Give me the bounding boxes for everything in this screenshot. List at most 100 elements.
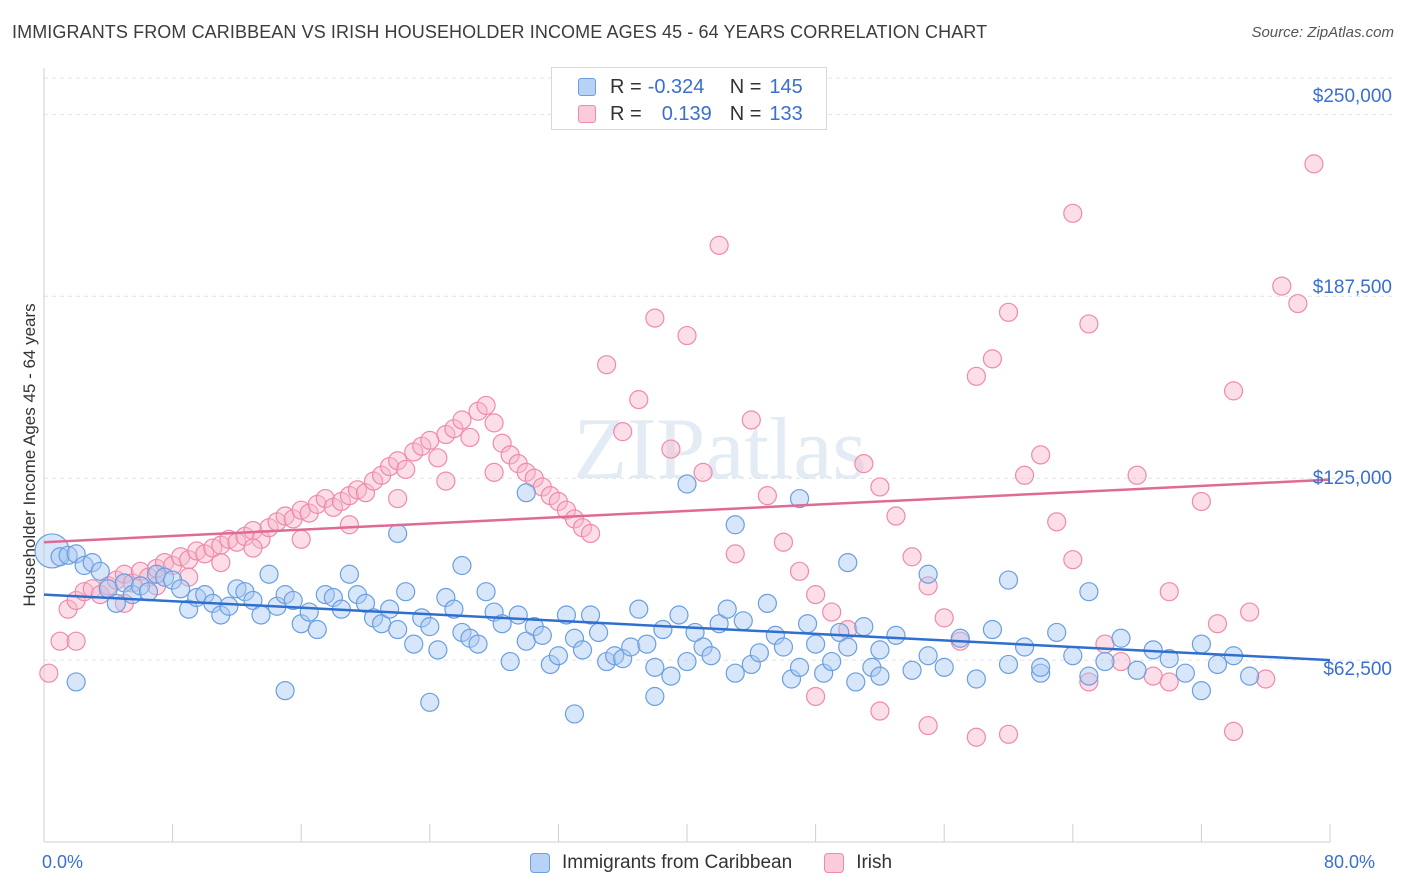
caribbean-point (846, 672, 866, 692)
irish-point (693, 462, 713, 482)
irish-point (757, 486, 777, 506)
irish-point (805, 686, 826, 707)
irish-point (1159, 582, 1179, 602)
irish-point (1207, 614, 1228, 634)
caribbean-point (1063, 646, 1083, 666)
irish-swatch (578, 105, 596, 123)
caribbean-point (1031, 663, 1051, 683)
irish-point (1159, 672, 1179, 692)
r-label: R = (610, 75, 642, 98)
caribbean-point (564, 704, 585, 724)
irish-point (661, 439, 681, 459)
caribbean-point (90, 561, 110, 581)
irish-point (476, 395, 496, 416)
irish-point (597, 355, 617, 375)
caribbean-point (50, 547, 70, 567)
irish-point (1127, 465, 1147, 485)
irish-point (50, 631, 70, 651)
caribbean-point (259, 564, 279, 584)
caribbean-point (355, 593, 376, 613)
caribbean-point (838, 637, 858, 657)
caribbean-point (822, 651, 842, 672)
caribbean-point (1240, 666, 1260, 686)
caribbean-point (532, 625, 552, 645)
caribbean-point (757, 593, 777, 613)
caribbean-point (452, 555, 472, 576)
irish-point (1304, 154, 1324, 174)
irish-point (677, 325, 697, 346)
caribbean-point (982, 619, 1003, 640)
n-value-irish: 133 (769, 102, 803, 125)
caribbean-point (1111, 628, 1131, 648)
caribbean-point (219, 596, 239, 616)
irish-point (1031, 445, 1051, 465)
caribbean-point (420, 692, 440, 712)
caribbean-point (733, 611, 753, 631)
irish-point (966, 727, 986, 747)
correlation-legend: R = -0.324 N = 145 R = 0.139 N = 133 (551, 67, 827, 130)
irish-point (39, 663, 59, 683)
caribbean-point (251, 605, 271, 625)
legend-label-caribbean: Immigrants from Caribbean (562, 852, 793, 873)
caribbean-point (789, 657, 810, 677)
chart-source: Source: ZipAtlas.com (1251, 24, 1394, 41)
irish-point (452, 410, 472, 430)
irish-point (934, 608, 954, 628)
caribbean-point (918, 646, 938, 666)
caribbean-point (1014, 637, 1035, 657)
caribbean-point (830, 622, 850, 643)
caribbean-points (34, 474, 1260, 724)
irish-point (396, 459, 416, 480)
caribbean-point (677, 651, 697, 672)
irish-point (211, 552, 231, 573)
caribbean-point (428, 640, 448, 660)
caribbean-point (572, 640, 593, 660)
irish-point (822, 602, 842, 622)
caribbean-point (388, 619, 408, 640)
caribbean-point (749, 643, 769, 663)
irish-point (460, 427, 480, 448)
irish-point (484, 413, 504, 433)
irish-point (1111, 651, 1131, 672)
caribbean-point (1031, 657, 1051, 677)
caribbean-point (1079, 582, 1099, 602)
irish-point (1079, 314, 1099, 334)
irish-point (66, 631, 86, 651)
irish-point (436, 471, 456, 491)
irish-point (870, 701, 890, 721)
caribbean-point (275, 681, 295, 701)
caribbean-point (339, 564, 360, 584)
irish-point (388, 488, 408, 509)
legend-item-caribbean: Immigrants from Caribbean (530, 852, 792, 874)
caribbean-point (444, 599, 464, 619)
irish-point (1240, 602, 1260, 622)
caribbean-point (516, 483, 536, 503)
caribbean-point (645, 686, 665, 707)
caribbean-point (797, 614, 818, 634)
legend-item-irish: Irish (824, 852, 892, 874)
caribbean-point (307, 619, 327, 640)
irish-point (805, 585, 826, 605)
caribbean-point (404, 634, 424, 654)
watermark: ZIPatlas (573, 401, 866, 498)
irish-point (484, 462, 504, 482)
irish-point (420, 430, 440, 450)
caribbean-point (629, 599, 649, 619)
caribbean-point (918, 564, 938, 584)
irish-points (39, 154, 1324, 747)
axes (43, 68, 1331, 843)
caribbean-point (468, 634, 488, 654)
irish-point (854, 454, 874, 474)
caribbean-point (1047, 622, 1067, 643)
irish-point (1223, 381, 1244, 401)
caribbean-point (500, 651, 520, 672)
irish-point (1143, 666, 1163, 686)
x-tick-min: 0.0% (42, 852, 84, 872)
irish-point (918, 715, 938, 736)
irish-point (886, 506, 906, 526)
caribbean-point (677, 474, 697, 494)
irish-point (902, 547, 922, 567)
caribbean-point (1191, 681, 1212, 701)
r-value-caribbean: -0.324 (647, 75, 705, 98)
irish-point (291, 529, 311, 549)
